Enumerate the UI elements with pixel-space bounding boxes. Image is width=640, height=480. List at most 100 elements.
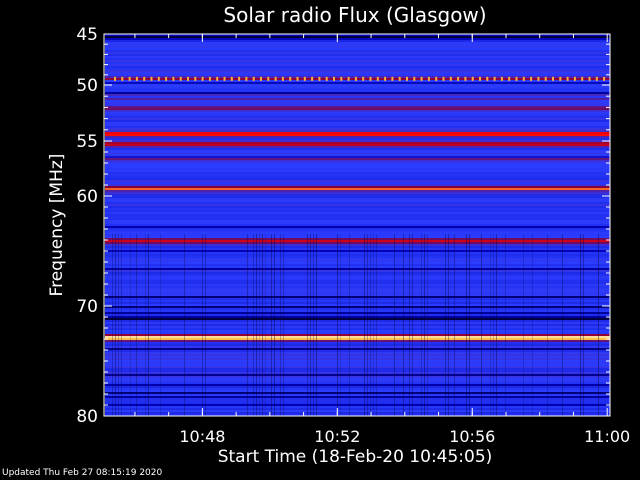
heatmap-row [105,74,610,76]
interference-dot [354,76,357,81]
heatmap-row [105,198,610,200]
noise-column [148,234,149,416]
heatmap-row [105,280,610,282]
heatmap-row [105,48,610,50]
interference-dot [311,76,314,81]
interference-dot [121,76,124,81]
heatmap-row [105,238,610,240]
heatmap-row [105,92,610,94]
heatmap-row [105,120,610,122]
heatmap-row [105,216,610,218]
heatmap-row [105,240,610,242]
interference-dot [464,76,467,81]
heatmap-row [105,102,610,104]
interference-dot [588,76,591,81]
heatmap-row [105,160,610,162]
interference-dot [559,76,562,81]
heatmap-row [105,366,610,368]
heatmap-row [105,88,610,90]
heatmap-row [105,226,610,228]
heatmap-row [105,188,610,190]
heatmap-row [105,350,610,352]
noise-column [259,234,260,416]
heatmap-row [105,300,610,302]
heatmap-row [105,260,610,262]
heatmap-row [105,124,610,126]
heatmap-row [105,296,610,298]
x-tick-label: 10:52 [314,427,360,446]
heatmap-row [105,172,610,174]
heatmap-row [105,190,610,192]
interference-dot [252,76,255,81]
interference-dot [508,76,511,81]
heatmap-row [105,256,610,258]
heatmap-row [105,94,610,96]
heatmap-row [105,40,610,42]
heatmap-row [105,290,610,292]
heatmap-row [105,168,610,170]
interference-dot [515,76,518,81]
interference-dot [208,76,211,81]
heatmap-row [105,202,610,204]
heatmap-row [105,360,610,362]
heatmap-row [105,268,610,270]
heatmap-row [105,410,610,412]
heatmap-row [105,62,610,64]
heatmap-row [105,50,610,52]
heatmap-row [105,218,610,220]
interference-dot [486,76,489,81]
heatmap-row [105,100,610,102]
noise-column [313,234,314,416]
heatmap-row [105,222,610,224]
noise-column [112,234,113,416]
heatmap-row [105,302,610,304]
heatmap-area [105,34,610,416]
heatmap-row [105,208,610,210]
heatmap-row [105,136,610,138]
noise-column [493,234,494,416]
heatmap-row [105,372,610,374]
heatmap-row [105,96,610,98]
heatmap-row [105,72,610,74]
heatmap-row [105,342,610,344]
interference-dot [479,76,481,81]
heatmap-row [105,58,610,60]
interference-dot [135,76,138,81]
heatmap-row [105,304,610,306]
heatmap-row [105,196,610,198]
y-axis: 45 50 55 60 70 80 [76,25,610,427]
heatmap-row [105,42,610,44]
heatmap-row [105,242,610,244]
heatmap-row [105,90,610,92]
noise-column [454,234,455,416]
heatmap-row [105,186,610,188]
noise-column [262,234,263,416]
heatmap-row [105,348,610,350]
interference-dot [143,76,146,81]
interference-dot [165,76,168,81]
heatmap-row [105,408,610,410]
interference-dot [376,76,379,81]
interference-dot [150,76,153,81]
heatmap-row [105,192,610,194]
noise-column [580,234,581,416]
heatmap-row [105,130,610,132]
heatmap-row [105,122,610,124]
noise-column [481,234,482,416]
heatmap-row [105,156,610,158]
heatmap-row [105,158,610,160]
interference-dot [347,76,350,81]
interference-dot [493,76,496,81]
heatmap-row [105,236,610,238]
interference-dot [522,76,525,81]
noise-column [310,234,311,416]
interference-dot [172,76,175,81]
noise-column [598,234,599,416]
heatmap-row [105,412,610,414]
heatmap-row [105,244,610,246]
interference-dot [369,76,372,81]
noise-column [427,234,428,416]
heatmap-row [105,148,610,150]
interference-dot [325,76,328,81]
heatmap-row [105,272,610,274]
